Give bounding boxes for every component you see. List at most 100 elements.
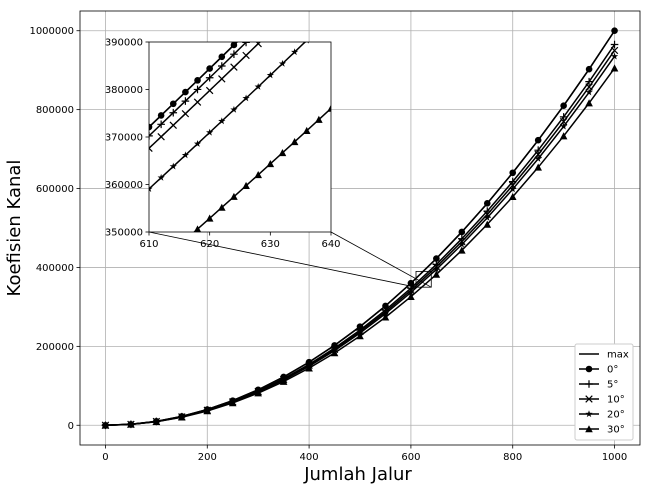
- x-tick-label: 400: [300, 452, 319, 463]
- y-tick-label: 400000: [36, 263, 74, 274]
- x-tick-label: 610: [139, 239, 158, 250]
- marker: [266, 71, 274, 79]
- marker: [302, 126, 311, 134]
- marker: [278, 59, 287, 67]
- y-tick-label: 0: [68, 421, 74, 432]
- y-tick-label: 1000000: [29, 26, 74, 37]
- x-tick-label: 0: [102, 452, 108, 463]
- marker: [433, 255, 440, 262]
- marker: [483, 213, 491, 221]
- marker: [407, 288, 415, 296]
- x-tick-label: 200: [198, 452, 217, 463]
- marker: [178, 413, 186, 421]
- marker: [218, 203, 226, 211]
- marker: [169, 108, 178, 117]
- x-tick-label: 800: [503, 452, 522, 463]
- series-group: [101, 27, 619, 430]
- marker: [534, 154, 542, 162]
- marker: [230, 105, 238, 113]
- marker: [181, 151, 190, 159]
- marker: [432, 265, 440, 273]
- marker: [585, 410, 593, 418]
- marker: [266, 160, 275, 168]
- y-tick-label: 800000: [36, 105, 74, 116]
- marker: [242, 94, 250, 102]
- marker: [559, 113, 568, 121]
- marker: [585, 395, 593, 403]
- marker: [182, 88, 189, 96]
- legend-label: 0°: [607, 365, 618, 376]
- marker: [228, 399, 237, 407]
- axes-frame: [148, 41, 332, 233]
- marker: [509, 169, 517, 177]
- marker: [205, 73, 214, 82]
- marker: [278, 149, 287, 157]
- marker: [157, 133, 165, 141]
- marker: [585, 365, 593, 373]
- marker: [230, 63, 238, 71]
- marker: [152, 417, 161, 426]
- marker: [290, 48, 299, 56]
- y-tick-label: 380000: [105, 85, 143, 96]
- y-tick-label: 390000: [105, 38, 143, 49]
- x-tick-label: 600: [401, 452, 420, 463]
- marker: [585, 99, 593, 107]
- marker: [610, 46, 619, 55]
- marker: [169, 121, 177, 129]
- marker: [407, 279, 415, 287]
- series-line: [193, 107, 331, 232]
- x-tick-label: 630: [261, 239, 280, 250]
- marker: [206, 128, 214, 136]
- marker: [279, 377, 288, 385]
- marker: [382, 302, 389, 310]
- marker: [230, 42, 238, 49]
- marker: [508, 192, 517, 201]
- marker: [585, 77, 593, 86]
- series-line: [149, 42, 307, 190]
- marker: [534, 136, 542, 144]
- marker: [206, 65, 213, 72]
- y-tick-label: 600000: [36, 184, 74, 195]
- marker: [610, 40, 619, 49]
- y-tick-label: 370000: [105, 133, 143, 144]
- marker: [305, 364, 313, 372]
- marker: [407, 292, 415, 301]
- marker: [254, 389, 262, 397]
- marker: [218, 75, 226, 83]
- marker: [483, 220, 492, 228]
- marker: [330, 349, 339, 357]
- marker: [181, 97, 190, 105]
- y-tick-label: 200000: [36, 342, 74, 353]
- marker: [242, 51, 250, 60]
- marker: [290, 137, 299, 146]
- marker: [193, 140, 202, 147]
- marker: [230, 50, 238, 59]
- marker: [254, 170, 262, 179]
- legend-label: max: [607, 350, 629, 361]
- marker: [193, 85, 202, 94]
- marker: [149, 123, 153, 131]
- marker: [483, 200, 491, 207]
- marker: [205, 86, 214, 95]
- legend-label: 5°: [607, 380, 618, 391]
- marker: [381, 309, 390, 317]
- series-line: [149, 42, 261, 149]
- series-line: [149, 42, 248, 137]
- marker: [585, 380, 593, 388]
- marker: [230, 192, 238, 200]
- marker: [254, 82, 262, 90]
- marker: [205, 214, 214, 222]
- marker: [101, 421, 110, 429]
- marker: [458, 240, 466, 248]
- marker: [181, 109, 190, 118]
- marker: [157, 112, 165, 119]
- y-tick-label: 360000: [105, 180, 143, 191]
- zoom-connector: [330, 231, 432, 288]
- marker: [193, 225, 202, 232]
- marker: [432, 270, 441, 278]
- plot-area: [149, 42, 331, 232]
- marker: [218, 62, 226, 70]
- marker: [218, 117, 226, 125]
- marker: [169, 100, 177, 108]
